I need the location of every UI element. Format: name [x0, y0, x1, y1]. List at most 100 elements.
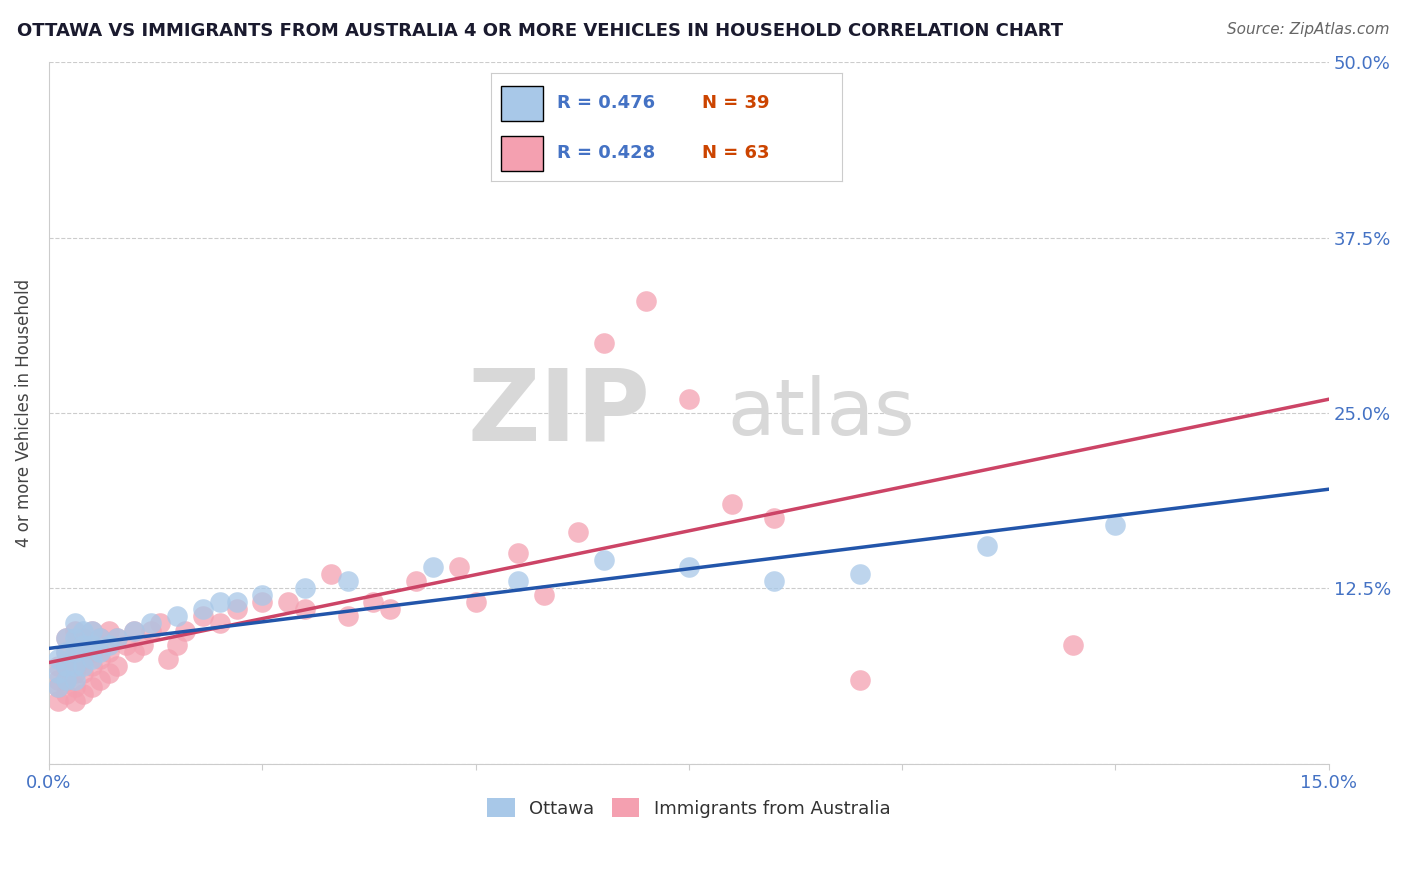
Point — [80, 658, 103, 673]
Point — [80, 644, 103, 658]
Point — [63, 680, 86, 694]
Point — [225, 595, 247, 609]
Point — [55, 658, 77, 673]
Point — [141, 616, 163, 631]
Point — [533, 589, 555, 603]
Point — [46, 665, 69, 680]
Point — [157, 651, 180, 665]
Point — [63, 658, 86, 673]
Point — [166, 638, 188, 652]
Point — [508, 574, 530, 589]
Point — [319, 567, 342, 582]
Point — [252, 595, 274, 609]
Point — [114, 638, 136, 652]
Point — [191, 609, 214, 624]
Point — [720, 497, 742, 511]
Point — [46, 673, 69, 687]
Point — [208, 616, 231, 631]
Point — [46, 680, 69, 694]
Point — [46, 680, 69, 694]
Point — [848, 673, 870, 687]
Point — [763, 511, 786, 525]
Point — [336, 574, 359, 589]
Point — [97, 665, 120, 680]
Point — [46, 651, 69, 665]
Point — [89, 673, 111, 687]
Point — [72, 651, 94, 665]
Point — [105, 658, 128, 673]
Point — [105, 631, 128, 645]
Point — [636, 293, 658, 308]
Point — [89, 631, 111, 645]
Point — [149, 616, 172, 631]
Point — [508, 546, 530, 560]
Point — [55, 644, 77, 658]
Point — [97, 638, 120, 652]
Point — [225, 602, 247, 616]
Point — [174, 624, 197, 638]
Point — [447, 560, 470, 574]
Point — [124, 624, 146, 638]
Point — [294, 582, 316, 596]
Point — [380, 602, 402, 616]
Point — [89, 644, 111, 658]
Point — [191, 602, 214, 616]
Point — [46, 658, 69, 673]
Point — [567, 525, 589, 540]
Point — [63, 631, 86, 645]
Point — [80, 638, 103, 652]
Point — [55, 687, 77, 701]
Point — [361, 595, 384, 609]
Point — [848, 567, 870, 582]
Point — [166, 609, 188, 624]
Point — [294, 602, 316, 616]
Point — [208, 595, 231, 609]
Point — [72, 687, 94, 701]
Point — [80, 624, 103, 638]
Point — [592, 553, 614, 567]
Point — [55, 631, 77, 645]
Point — [678, 560, 700, 574]
Point — [336, 609, 359, 624]
Point — [72, 624, 94, 638]
Point — [405, 574, 427, 589]
Point — [63, 673, 86, 687]
Point — [63, 651, 86, 665]
Point — [63, 638, 86, 652]
Point — [55, 644, 77, 658]
Point — [72, 665, 94, 680]
Legend: Ottawa, Immigrants from Australia: Ottawa, Immigrants from Australia — [481, 791, 897, 825]
Point — [80, 680, 103, 694]
Point — [422, 560, 444, 574]
Point — [72, 638, 94, 652]
Point — [97, 624, 120, 638]
Point — [592, 335, 614, 350]
Point — [89, 631, 111, 645]
Point — [63, 624, 86, 638]
Point — [464, 595, 486, 609]
Point — [976, 539, 998, 553]
Point — [46, 694, 69, 708]
Text: Source: ZipAtlas.com: Source: ZipAtlas.com — [1226, 22, 1389, 37]
Text: atlas: atlas — [727, 375, 915, 451]
Y-axis label: 4 or more Vehicles in Household: 4 or more Vehicles in Household — [15, 279, 32, 547]
Point — [89, 651, 111, 665]
Point — [55, 658, 77, 673]
Point — [141, 624, 163, 638]
Point — [105, 631, 128, 645]
Point — [124, 644, 146, 658]
Point — [678, 392, 700, 406]
Point — [63, 616, 86, 631]
Point — [63, 694, 86, 708]
Point — [124, 624, 146, 638]
Point — [97, 644, 120, 658]
Point — [72, 631, 94, 645]
Point — [55, 673, 77, 687]
Point — [72, 658, 94, 673]
Point — [80, 624, 103, 638]
Point — [55, 673, 77, 687]
Point — [63, 665, 86, 680]
Point — [1062, 638, 1084, 652]
Point — [1104, 518, 1126, 533]
Point — [763, 574, 786, 589]
